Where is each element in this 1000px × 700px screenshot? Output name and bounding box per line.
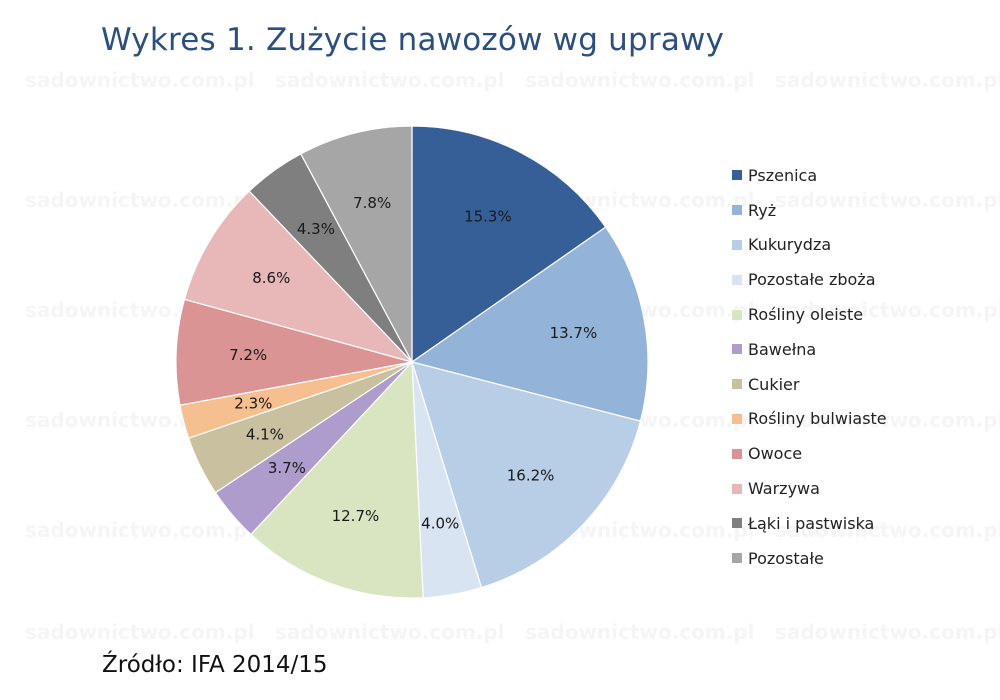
legend-swatch [732,379,742,390]
legend-item: Cukier [732,367,987,402]
pie-slice-12 [300,125,413,363]
slice-data-label: 4.3% [297,220,335,238]
legend-swatch [732,553,742,564]
slice-data-label: 8.6% [252,269,290,287]
slice-data-label: 7.2% [229,346,267,364]
legend-swatch [732,309,742,320]
legend-swatch [732,413,742,424]
legend-label: Rośliny bulwiaste [748,409,887,429]
legend-item: Warzywa [732,471,987,506]
legend-swatch [732,518,742,529]
legend-item: Rośliny oleiste [732,297,987,332]
legend-swatch [732,170,742,181]
slice-data-label: 3.7% [268,459,306,477]
pie-slice-2 [410,226,649,422]
pie-slice-10 [183,190,414,364]
legend-swatch [732,205,742,216]
legend-label: Rośliny oleiste [748,305,864,325]
chart-title: Wykres 1. Zużycie nawozów wg uprawy [101,22,725,58]
slice-data-label: 12.7% [332,507,380,525]
legend-label: Kukurydza [748,235,832,255]
legend-swatch [732,274,742,285]
legend-item: Łąki i pastwiska [732,506,987,541]
legend-label: Pozostałe [748,548,824,568]
legend-label: Pozostałe zboża [748,270,876,290]
slice-data-label: 13.7% [550,324,598,342]
legend-swatch [732,448,742,459]
pie-slice-3 [411,361,642,589]
slice-data-label: 2.3% [234,395,272,413]
legend-label: Cukier [748,374,800,394]
slice-data-label: 16.2% [507,466,555,484]
legend-item: Owoce [732,436,987,471]
slice-data-label: 4.0% [421,515,459,533]
pie-slice-1 [411,125,607,364]
legend-item: Kukurydza [732,228,987,263]
source-note: Źródło: IFA 2014/15 [102,652,328,678]
legend-item: Bawełna [732,332,987,367]
legend-item: Rośliny bulwiaste [732,402,987,437]
legend-label: Warzywa [748,479,820,499]
pie-slice-9 [175,298,413,406]
chart-legend: Pszenica Ryż Kukurydza Pozostałe zboża Rośli… [732,158,987,576]
legend-item: Ryż [732,193,987,228]
legend-swatch [732,239,742,250]
legend-swatch [732,344,742,355]
legend-label: Ryż [748,200,777,220]
legend-label: Łąki i pastwiska [748,513,875,533]
slice-data-label: 15.3% [464,208,512,226]
legend-label: Owoce [748,444,803,464]
legend-item: Pozostałe [732,541,987,576]
legend-item: Pozostałe zboża [732,262,987,297]
legend-label: Bawełna [748,339,817,359]
legend-swatch [732,483,742,494]
legend-label: Pszenica [748,165,818,185]
slice-data-label: 4.1% [246,425,284,443]
legend-item: Pszenica [732,158,987,193]
slice-data-label: 7.8% [353,194,391,212]
pie-slice-5 [250,360,424,599]
